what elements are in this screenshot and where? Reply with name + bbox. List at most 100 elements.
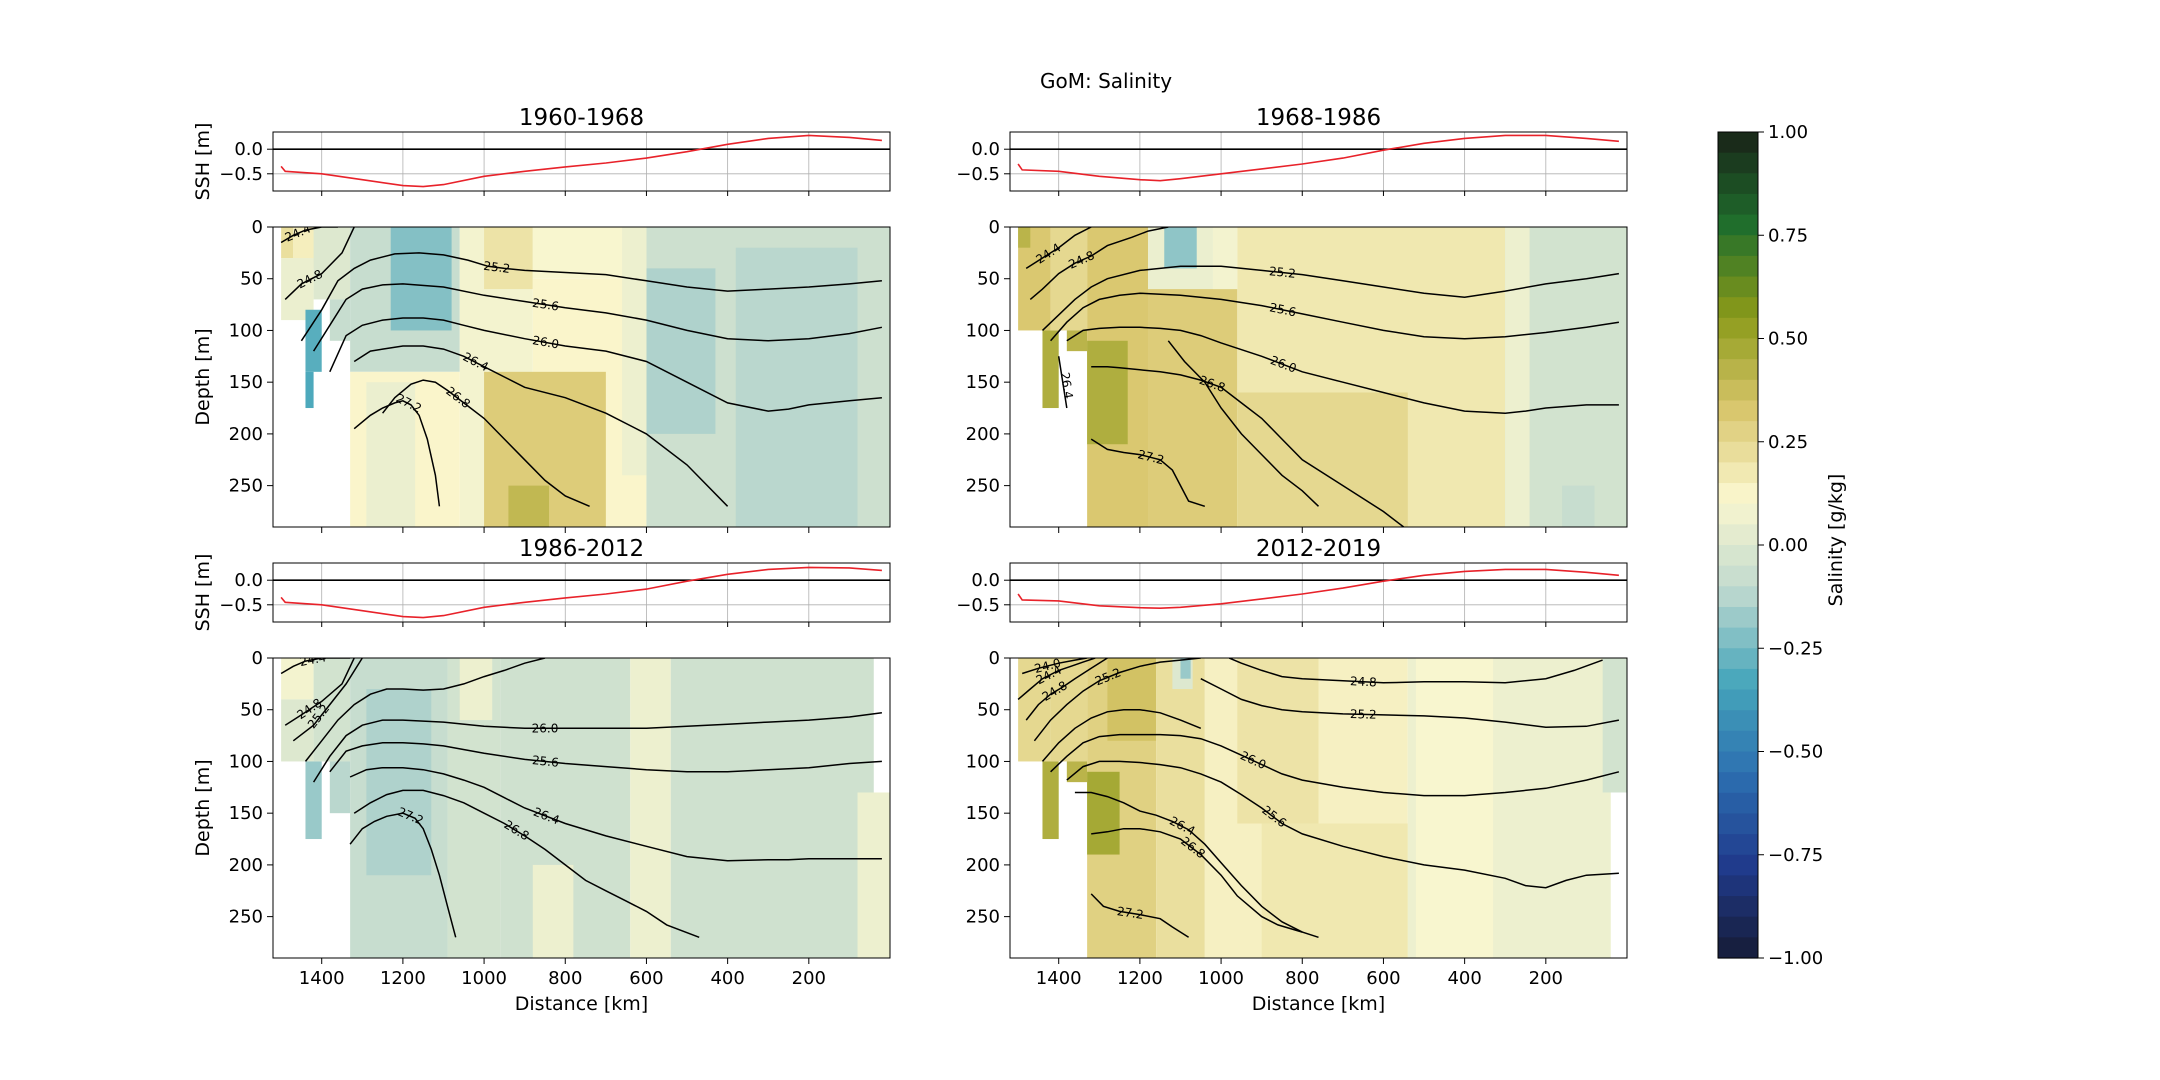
distance-xtick-label: 1000 [461, 968, 507, 989]
salinity-cell [1562, 485, 1595, 527]
figure-title: GoM: Salinity [1040, 69, 1172, 93]
density-contour [304, 658, 546, 762]
ssh-ytick-label: −0.5 [219, 595, 263, 616]
colorbar-tick-label: 0.00 [1768, 535, 1808, 556]
distance-xtick-label: 1400 [299, 968, 345, 989]
colorbar-segment [1718, 317, 1758, 340]
distance-xtick-label: 1200 [1117, 968, 1163, 989]
ssh-ylabel: SSH [m] [192, 123, 214, 201]
colorbar-segment [1718, 792, 1758, 815]
section-frame [1009, 657, 1628, 959]
section-panel-2: 24.4 24.825.225.626.026.4 26.827.205010015… [966, 217, 1628, 533]
salinity-cell [1148, 289, 1238, 527]
section-panel-1: 24.424.8 25.225.626.026.426.827.205010015… [192, 217, 891, 533]
density-contour [329, 742, 882, 773]
depth-ytick-label: 250 [966, 476, 1000, 497]
distance-xtick-label: 1000 [1198, 968, 1244, 989]
ssh-frame [1009, 131, 1628, 192]
distance-xtick-label: 200 [792, 968, 826, 989]
distance-xtick-label: 1400 [1036, 968, 1082, 989]
ssh-ytick-label: 0.0 [234, 139, 263, 160]
ssh-ytick-label: 0.0 [234, 570, 263, 591]
colorbar-segment [1718, 483, 1758, 505]
colorbar-segment [1718, 545, 1758, 567]
ssh-line [1017, 134, 1619, 182]
ssh-ylabel: SSH [m] [192, 554, 214, 632]
salinity-cell [1212, 227, 1238, 290]
density-contour [353, 400, 441, 507]
salinity-cell [390, 227, 452, 331]
colorbar-segment [1718, 524, 1758, 546]
salinity-cell [1087, 340, 1128, 445]
colorbar-segment [1718, 132, 1758, 154]
colorbar-segment [1718, 193, 1758, 216]
density-contour [1021, 658, 1088, 675]
ssh-ytick-label: 0.0 [971, 570, 1000, 591]
depth-ytick-label: 200 [966, 855, 1000, 876]
colorbar-tick-label: 0.25 [1768, 432, 1808, 453]
salinity-cell [508, 485, 550, 527]
colorbar-segment [1718, 648, 1758, 670]
depth-ytick-label: 200 [229, 424, 263, 445]
salinity-cell [305, 371, 314, 409]
depth-ytick-label: 0 [252, 648, 263, 669]
density-contour [1090, 438, 1206, 508]
colorbar-segment [1718, 400, 1758, 422]
density-contour [300, 252, 882, 342]
section-field: 24.424.825.2 26.025.626.427.226.8 [280, 658, 890, 958]
salinity-cell [281, 227, 294, 259]
density-contour [1050, 733, 1620, 797]
density-contour [280, 227, 338, 244]
contour-label: 25.2 [1350, 707, 1377, 722]
colorbar-tick-label: 0.75 [1768, 225, 1808, 246]
depth-ytick-label: 0 [989, 217, 1000, 238]
colorbar-segment [1718, 421, 1758, 443]
colorbar-tick-label: 0.50 [1768, 329, 1808, 350]
distance-xtick-label: 600 [1366, 968, 1400, 989]
colorbar-segment [1718, 586, 1758, 608]
depth-ytick-label: 50 [240, 700, 263, 721]
depth-ytick-label: 200 [229, 855, 263, 876]
colorbar-segment [1718, 297, 1758, 319]
ssh-line [280, 134, 882, 188]
ssh-ytick-label: 0.0 [971, 139, 1000, 160]
salinity-cell [1164, 227, 1197, 269]
contour-label: 26.4 [1058, 371, 1076, 400]
distance-xtick-label: 600 [629, 968, 663, 989]
density-contour [280, 658, 351, 675]
density-contour [382, 379, 590, 507]
depth-ytick-label: 150 [966, 803, 1000, 824]
contour-label: 25.2 [1268, 264, 1296, 281]
salinity-cell [484, 227, 533, 290]
colorbar-segment [1718, 896, 1758, 918]
salinity-cell [329, 761, 351, 814]
ssh-ytick-label: −0.5 [956, 595, 1000, 616]
ssh-ytick-label: −0.5 [219, 164, 263, 185]
salinity-cell [366, 382, 416, 527]
contour-label: 26.0 [532, 721, 559, 735]
depth-ytick-label: 50 [977, 700, 1000, 721]
depth-ytick-label: 250 [966, 907, 1000, 928]
distance-xlabel: Distance [km] [1252, 993, 1385, 1015]
salinity-cell [1042, 330, 1059, 409]
section-field: 24.024.424.825.2 24.825.226.025.626.426.8… [1017, 658, 1627, 958]
density-contour [1050, 292, 1620, 342]
salinity-cell [329, 299, 351, 341]
colorbar-segment [1718, 854, 1758, 876]
salinity-cell [305, 309, 322, 372]
colorbar-label: Salinity [g/kg] [1825, 474, 1847, 607]
density-contour [1091, 827, 1303, 933]
section-panel-3: 24.424.825.2 26.025.626.427.226.805010015… [192, 648, 891, 1015]
colorbar-segment [1718, 730, 1758, 753]
colorbar-segment [1718, 173, 1758, 195]
depth-ytick-label: 100 [229, 320, 263, 341]
ssh-frame [1009, 562, 1628, 623]
colorbar-tick-label: −0.25 [1768, 638, 1823, 659]
salinity-cell [1050, 227, 1088, 331]
depth-ytick-label: 150 [229, 803, 263, 824]
contour-label: 25.2 [483, 259, 511, 276]
colorbar-segment [1718, 834, 1758, 856]
distance-xlabel: Distance [km] [515, 993, 648, 1015]
colorbar-segment [1718, 751, 1758, 773]
